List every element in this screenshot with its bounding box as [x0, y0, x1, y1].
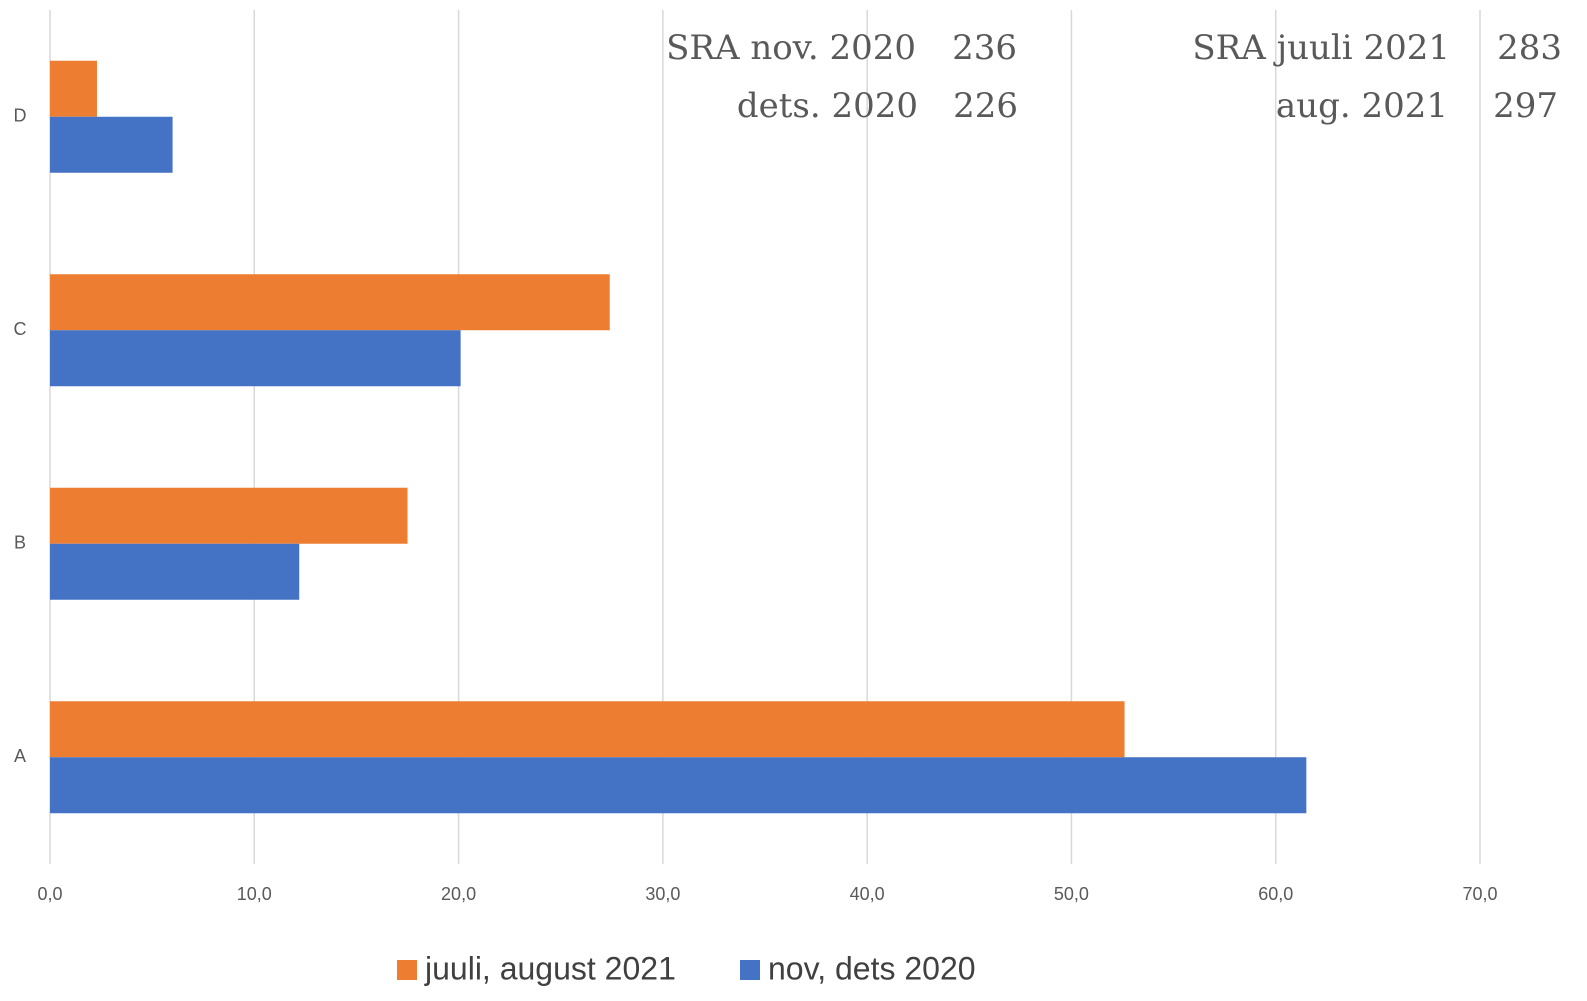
x-tick-label: 0,0 [37, 884, 62, 904]
legend-label: juuli, august 2021 [424, 950, 676, 986]
annotation: 236 [952, 28, 1017, 68]
y-tick-label: C [14, 319, 27, 339]
bar [50, 116, 173, 173]
annotation: aug. 2021 [1276, 86, 1448, 126]
bar [50, 757, 1307, 814]
legend-label: nov, dets 2020 [768, 950, 976, 986]
annotation: SRA juuli 2021 [1192, 28, 1450, 68]
y-tick-label: B [14, 533, 26, 553]
annotation: dets. 2020 [737, 86, 918, 126]
bar [50, 701, 1125, 758]
y-tick-label: D [14, 106, 27, 126]
y-tick-label: A [14, 746, 26, 766]
bar [50, 543, 300, 600]
annotation: 226 [953, 86, 1018, 126]
bar [50, 487, 408, 544]
x-tick-label: 70,0 [1462, 884, 1497, 904]
x-tick-label: 40,0 [850, 884, 885, 904]
bar [50, 330, 461, 387]
x-tick-label: 60,0 [1258, 884, 1293, 904]
x-tick-label: 20,0 [441, 884, 476, 904]
x-tick-label: 30,0 [645, 884, 680, 904]
legend-swatch [397, 960, 417, 980]
x-tick-label: 50,0 [1054, 884, 1089, 904]
bar [50, 60, 97, 117]
annotation: 283 [1497, 28, 1562, 68]
legend-swatch [740, 960, 760, 980]
x-tick-label: 10,0 [237, 884, 272, 904]
annotation: 297 [1493, 86, 1558, 126]
annotation: SRA nov. 2020 [666, 28, 916, 68]
bar [50, 274, 610, 331]
